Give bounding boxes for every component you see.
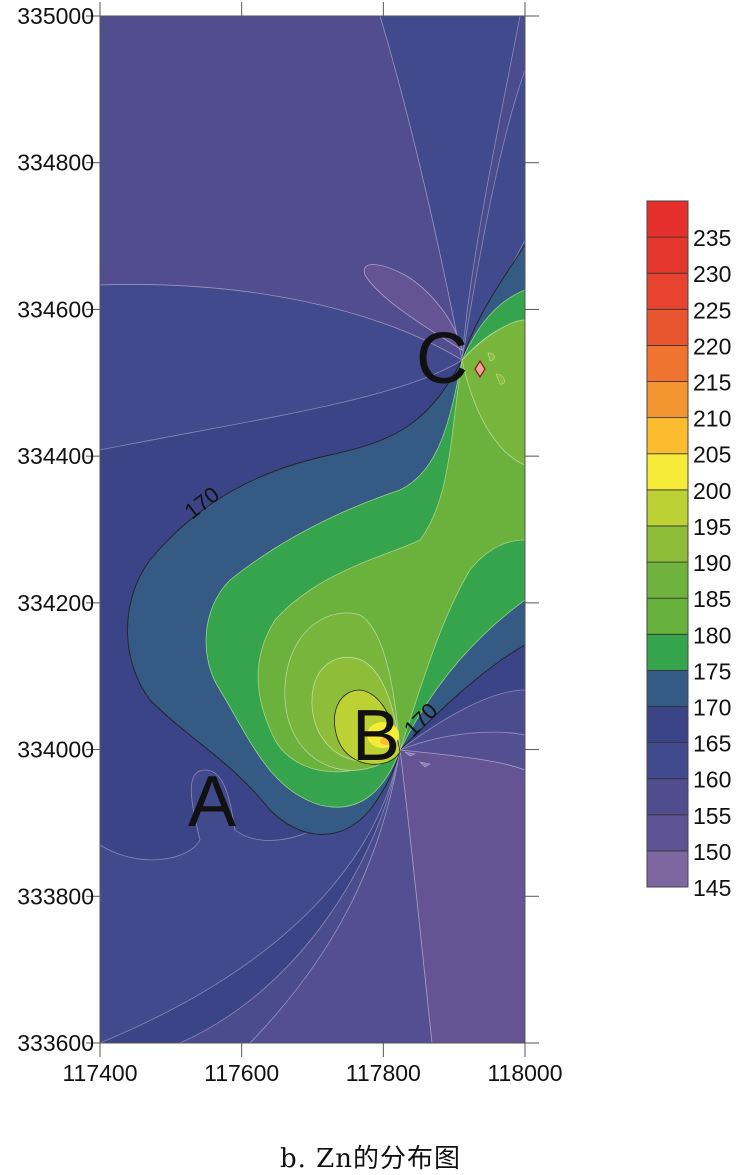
legend-swatch-150: [646, 814, 689, 852]
legend-label: 145: [693, 875, 731, 901]
legend-label: 230: [693, 261, 731, 287]
legend-swatch-170: [646, 669, 689, 707]
legend-label: 200: [693, 478, 731, 504]
legend-frame: [646, 200, 689, 888]
legend-swatch-180: [646, 597, 689, 635]
legend-swatch-190: [646, 525, 689, 563]
legend-swatch-215: [646, 345, 689, 382]
legend-swatch-165: [646, 706, 689, 743]
legend-label: 160: [693, 767, 731, 793]
legend-swatch-225: [646, 272, 689, 310]
y-tick-label: 335000: [17, 3, 94, 29]
x-tick-label: 117800: [346, 1060, 421, 1086]
label-c: C: [416, 319, 468, 399]
legend-swatch-205: [646, 417, 689, 455]
y-tick-label: 333600: [17, 1030, 94, 1056]
legend-label: 190: [693, 550, 731, 576]
y-tick-label: 333800: [17, 883, 94, 909]
label-a: A: [188, 762, 236, 842]
plot-frame: [99, 15, 526, 1044]
legend-label: 235: [693, 225, 731, 251]
legend-label: 175: [693, 658, 731, 684]
band-150-ellipse: [363, 264, 463, 351]
figure-caption: b. Zn的分布图: [280, 1144, 461, 1174]
y-tick-label: 334200: [17, 590, 94, 616]
legend-swatch-160: [646, 742, 689, 780]
legend-swatch-185: [646, 561, 689, 599]
legend-label: 170: [693, 694, 731, 720]
legend-swatch-145: [646, 850, 689, 888]
axes: 117400 117600 117800 118000 333600 333800 3340…: [17, 2, 563, 1086]
legend-label: 220: [693, 333, 731, 359]
legend-swatch-200: [646, 453, 689, 491]
y-tick-label: 334000: [17, 737, 94, 763]
y-tick-label: 334800: [17, 150, 94, 176]
y-tick-label: 334600: [17, 296, 94, 322]
legend-swatch-235: [646, 200, 689, 238]
legend-label: 185: [693, 586, 731, 612]
band-150-patch: [404, 751, 431, 768]
legend-swatch-210: [646, 381, 689, 419]
contour-fills: [100, 16, 525, 1043]
high-diamond-c: [474, 359, 486, 379]
x-tick-label: 117400: [62, 1060, 137, 1086]
legend-label: 180: [693, 622, 731, 648]
legend-label: 165: [693, 731, 731, 757]
legend-swatch-175: [646, 633, 689, 671]
legend-label: 225: [693, 297, 731, 323]
legend: 145 150 155 160 165 170 175 180 185 190 195 200 205 2…: [646, 200, 731, 901]
x-tick-label: 117600: [204, 1060, 279, 1086]
band-160-northeast: [461, 16, 525, 361]
band-205: [380, 737, 392, 745]
legend-label: 150: [693, 839, 731, 865]
legend-label: 205: [693, 442, 731, 468]
legend-swatch-155: [646, 778, 689, 816]
legend-label: 215: [693, 370, 731, 396]
y-tick-label: 334400: [17, 443, 94, 469]
legend-label: 195: [693, 514, 731, 540]
legend-swatch-195: [646, 489, 689, 527]
legend-label: 155: [693, 803, 731, 829]
legend-label: 210: [693, 406, 731, 432]
band-150-southeast: [399, 749, 525, 1043]
band-160-southwest: [100, 749, 401, 1043]
legend-swatch-220: [646, 308, 689, 346]
label-b: B: [352, 696, 400, 776]
patch-c: [487, 352, 505, 385]
x-tick-label: 118000: [487, 1060, 562, 1086]
legend-swatch-230: [646, 236, 689, 274]
